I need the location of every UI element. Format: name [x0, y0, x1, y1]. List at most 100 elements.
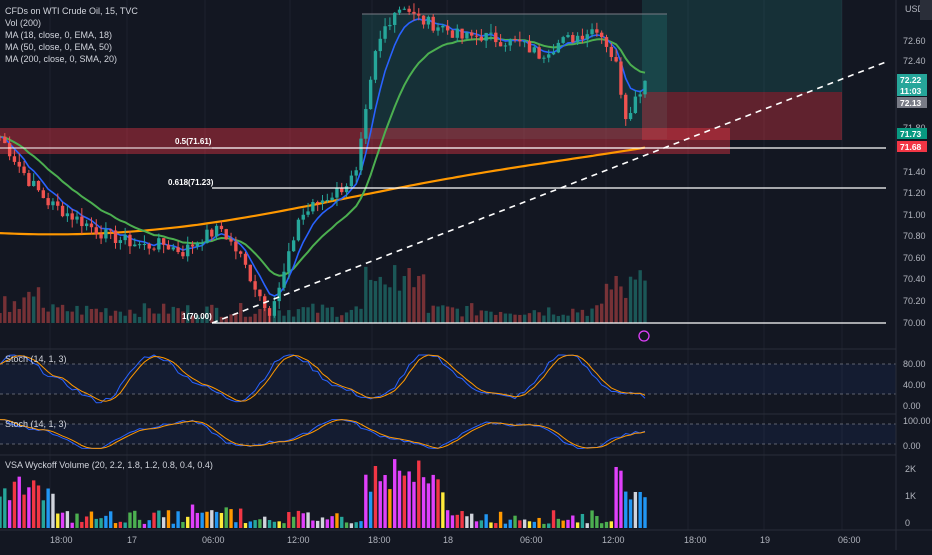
volume-bar [494, 314, 498, 323]
candle [556, 39, 561, 54]
vsa-bar [402, 475, 407, 528]
vsa-bar [181, 521, 185, 528]
vsa-bar [301, 513, 305, 528]
stoch1-d-line [0, 354, 646, 402]
volume-bar [157, 313, 161, 323]
vsa-bar [450, 515, 455, 528]
vsa-bar [104, 515, 108, 528]
volume-bar [609, 289, 613, 323]
candle [325, 193, 329, 203]
candle [494, 26, 498, 48]
chart-title[interactable]: CFDs on WTI Crude Oil, 15, TVC [5, 6, 138, 16]
candle [498, 34, 503, 47]
volume-bar [263, 308, 267, 323]
candle [354, 166, 358, 183]
volume-bar [113, 310, 118, 323]
volume-bar [272, 313, 277, 323]
vsa-bar [470, 513, 474, 528]
candle [65, 205, 70, 222]
vsa-bar [344, 522, 349, 528]
candle [585, 29, 589, 48]
vsa-tick-2k: 2K [905, 464, 916, 474]
vsa-bar [118, 521, 123, 528]
volume-bar [340, 315, 344, 323]
vsa-bar [590, 510, 594, 528]
candle [537, 44, 541, 60]
candle [282, 263, 286, 292]
candle [527, 35, 532, 53]
volume-bar [580, 309, 585, 323]
position-stop-zone[interactable] [642, 92, 842, 140]
vsa-bar [628, 499, 633, 528]
volume-bar [84, 305, 89, 323]
candle [628, 106, 633, 121]
vsa-bar [267, 520, 272, 528]
ema50-line [0, 36, 646, 277]
price-tick-3: 71.40 [903, 167, 926, 177]
volume-bar [123, 315, 127, 323]
legend-stoch2[interactable]: Stoch (14, 1, 3) [5, 419, 67, 429]
vsa-bar [445, 510, 450, 528]
position-profit-zone[interactable] [362, 14, 667, 139]
vsa-bar [176, 511, 180, 528]
vsa-bar [503, 523, 508, 528]
candle [470, 29, 474, 40]
volume-bar [147, 308, 151, 323]
vsa-bar [253, 520, 257, 528]
volume-bar [383, 284, 387, 323]
legend-ema18[interactable]: MA (18, close, 0, EMA, 18) [5, 30, 112, 40]
vsa-bar [60, 512, 65, 528]
candle [22, 160, 26, 176]
vsa-bar [455, 514, 459, 528]
volume-bar [99, 312, 103, 323]
vsa-bar [234, 522, 238, 528]
vsa-bar [75, 513, 79, 528]
candle [75, 210, 79, 224]
candle [633, 90, 638, 114]
candle [330, 192, 334, 202]
vsa-bar [311, 520, 315, 528]
volume-bar [595, 305, 599, 323]
price-tick-6: 70.80 [903, 231, 926, 241]
volume-bar [393, 265, 397, 323]
alert-icon[interactable] [638, 330, 650, 342]
candle [542, 55, 546, 64]
volume-bar [56, 307, 60, 323]
candle [580, 28, 585, 44]
volume-bar [186, 305, 190, 323]
candle [287, 242, 291, 279]
time-tick-8: 18:00 [684, 535, 707, 545]
volume-bar [335, 316, 339, 323]
position-target-zone[interactable] [642, 0, 842, 92]
vsa-bar [330, 516, 334, 528]
volume-bar [426, 312, 431, 323]
stoch2-tick-0: 0.00 [903, 441, 921, 451]
candle [89, 217, 94, 235]
scale-handle[interactable] [920, 0, 932, 20]
volume-bar [349, 309, 354, 323]
vsa-bar [474, 521, 479, 528]
legend-stoch1[interactable]: Stoch (14, 1, 3) [5, 354, 67, 364]
legend-sma200[interactable]: MA (200, close, 0, SMA, 20) [5, 54, 117, 64]
price-tick-5: 71.00 [903, 210, 926, 220]
candle [41, 187, 46, 199]
volume-bar [238, 303, 243, 323]
volume-bar [373, 281, 378, 323]
candles [0, 3, 647, 323]
volume-bar [590, 308, 594, 323]
candle [561, 35, 565, 45]
candle [60, 202, 65, 218]
legend-ema50[interactable]: MA (50, close, 0, EMA, 50) [5, 42, 112, 52]
vsa-bar [36, 485, 41, 528]
legend-vol[interactable]: Vol (200) [5, 18, 41, 28]
volume-bar [619, 286, 623, 323]
candle [104, 222, 108, 243]
candle [80, 208, 84, 234]
vsa-bar [65, 511, 70, 528]
vsa-bar [80, 521, 84, 528]
legend-vsa[interactable]: VSA Wyckoff Volume (20, 2.2, 1.8, 1.2, 0… [5, 460, 213, 470]
volume-bar [46, 311, 50, 323]
price-tick-0: 72.60 [903, 36, 926, 46]
volume-bar [320, 304, 325, 323]
